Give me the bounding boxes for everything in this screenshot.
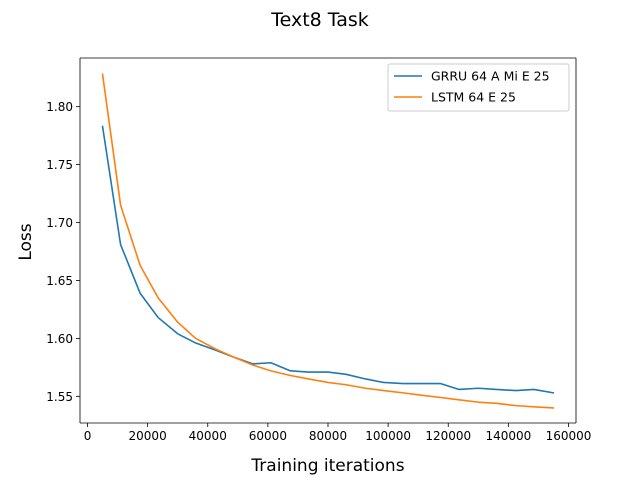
legend-box [387,63,570,112]
y-axis-label: Loss [16,223,36,260]
y-axis-ticks: 1.55 1.60 1.65 1.70 1.75 1.80 [46,100,80,404]
x-tick-label: 100000 [365,429,411,443]
y-tick-label: 1.70 [46,216,73,230]
x-tick-label: 40000 [189,429,227,443]
legend: GRRU 64 A Mi E 25 LSTM 64 E 25 [387,63,570,112]
legend-label-lstm: LSTM 64 E 25 [431,90,516,105]
y-tick-label: 1.55 [46,390,73,404]
plot-area [80,58,576,423]
series-line-lstm [101,73,555,409]
x-tick-label: 60000 [249,429,287,443]
y-tick-label: 1.75 [46,158,73,172]
x-tick-label: 20000 [129,429,167,443]
y-tick-label: 1.60 [46,332,73,346]
series-layer [101,73,555,409]
x-tick-label: 140000 [485,429,531,443]
x-axis-label: Training iterations [250,456,404,476]
x-tick-label: 0 [84,429,92,443]
chart-title: Text8 Task [270,9,369,31]
series-line-grru [101,125,555,394]
x-tick-label: 80000 [309,429,347,443]
x-tick-label: 160000 [546,429,592,443]
x-tick-label: 120000 [425,429,471,443]
legend-label-grru: GRRU 64 A Mi E 25 [431,69,550,84]
x-axis-ticks: 0 20000 40000 60000 80000 100000 120000 140000 1… [84,423,592,443]
y-tick-label: 1.65 [46,274,73,288]
y-tick-label: 1.80 [46,100,73,114]
